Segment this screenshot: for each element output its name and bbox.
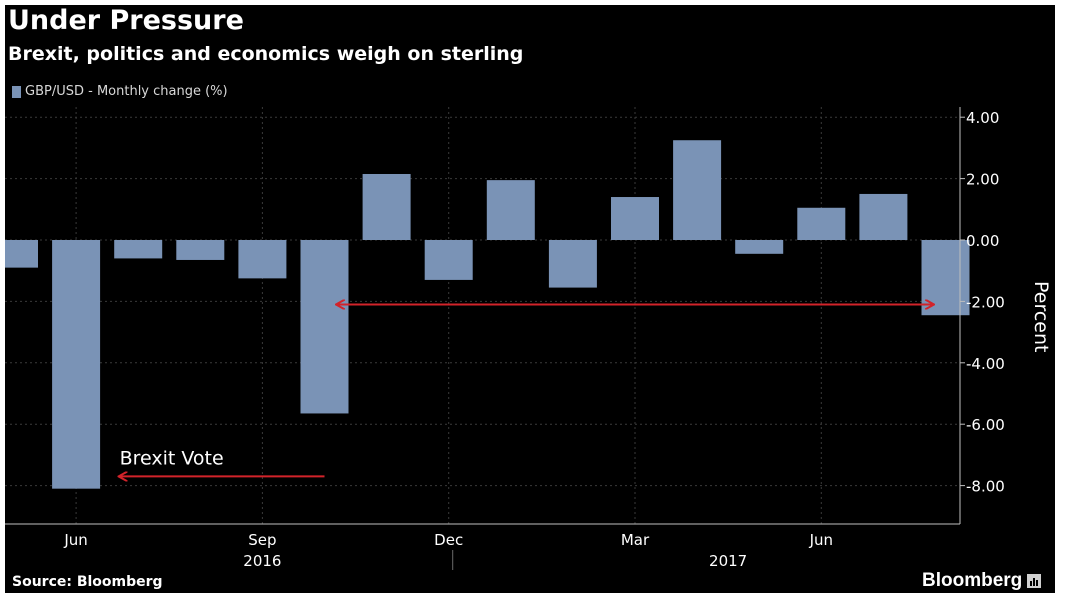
y-tick-label: -8.00 <box>966 478 1005 496</box>
bar <box>362 173 411 240</box>
bar <box>673 140 722 240</box>
x-year-label: 2017 <box>709 552 747 570</box>
bar-chart: 4.00 2.00 0.00 -2.00 -4.00 -6.00 -8.00 Percent J… <box>5 107 1052 570</box>
x-tick-label: Sep <box>248 531 276 549</box>
bar <box>486 180 535 240</box>
x-tick-label: Jun <box>809 531 833 549</box>
bar <box>52 240 101 489</box>
bar <box>735 240 784 254</box>
y-tick-label: 0.00 <box>966 232 999 250</box>
y-axis-label: Percent <box>1030 281 1052 353</box>
chart-title: Under Pressure <box>8 5 244 36</box>
bar <box>238 240 287 279</box>
legend-label: GBP/USD - Monthly change (%) <box>25 84 228 99</box>
bar <box>300 240 349 414</box>
source-note: Source: Bloomberg <box>12 574 163 590</box>
bar <box>859 193 908 240</box>
y-tick-label: -6.00 <box>966 416 1005 434</box>
bar <box>797 207 846 240</box>
x-tick-label: Mar <box>621 531 650 549</box>
x-year-label: 2016 <box>243 552 281 570</box>
y-tick-label: -4.00 <box>966 355 1005 373</box>
y-tick-label: 4.00 <box>966 109 999 127</box>
legend-swatch <box>12 85 21 98</box>
chart-subtitle: Brexit, politics and economics weigh on … <box>8 43 524 65</box>
bar <box>5 240 38 268</box>
bar <box>424 240 473 280</box>
legend: GBP/USD - Monthly change (%) <box>12 84 228 99</box>
x-tick-label: Dec <box>434 531 463 549</box>
chart-frame: Under Pressure Brexit, politics and econ… <box>5 5 1055 593</box>
annotation-label: Brexit Vote <box>120 447 224 469</box>
bar <box>548 240 597 288</box>
bar <box>611 197 659 240</box>
x-tick-label: Jun <box>63 531 87 549</box>
brand-logo: Bloomberg <box>922 570 1042 592</box>
bar <box>114 240 163 259</box>
bar <box>176 240 225 260</box>
bloomberg-terminal-icon <box>1027 574 1042 588</box>
y-tick-label: -2.00 <box>966 293 1005 311</box>
y-tick-label: 2.00 <box>966 171 999 189</box>
brand-name: Bloomberg <box>922 570 1023 591</box>
